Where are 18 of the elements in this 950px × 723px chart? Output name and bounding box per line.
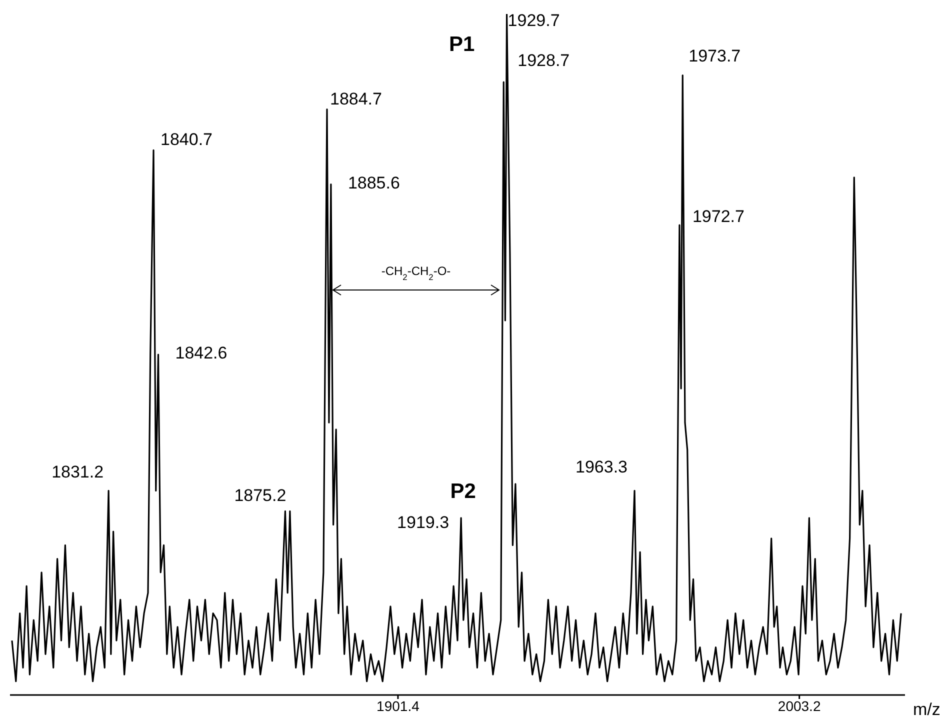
annotation: -CH$_{2}$-CH$_{2}$-O- [381, 264, 451, 282]
annotation: 1929.7 [508, 11, 560, 30]
x-tick-label: 2003.2 [778, 698, 821, 714]
annotation: 1972.7 [692, 207, 744, 226]
annotation: 1928.7 [518, 51, 570, 70]
annotation: P2 [450, 480, 476, 503]
annotation: 1840.7 [160, 130, 213, 150]
annotation: 1884.7 [330, 89, 382, 108]
annotation: P1 [448, 33, 475, 56]
annotation: 1831.2 [52, 462, 104, 482]
annotation: 1919.3 [397, 512, 450, 532]
annotation: 1973.7 [688, 46, 741, 66]
annotation: 1885.6 [348, 173, 400, 192]
x-axis-title: m/z [913, 700, 940, 720]
annotation: 1963.3 [576, 458, 628, 477]
x-tick-label: 1901.4 [376, 698, 420, 714]
annotation: 1842.6 [175, 344, 228, 362]
annotation: 1875.2 [234, 486, 286, 506]
